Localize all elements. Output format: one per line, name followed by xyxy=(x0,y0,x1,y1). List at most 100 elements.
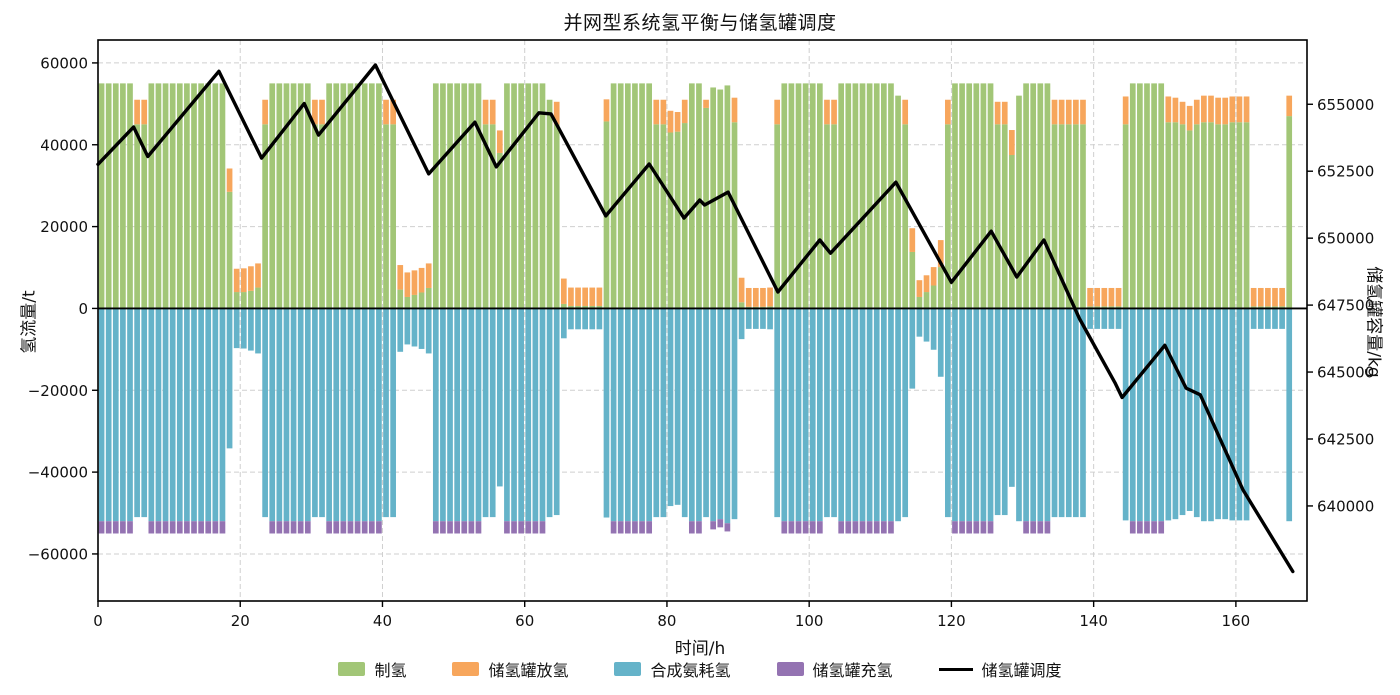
bar-ammonia-consumption xyxy=(610,308,617,522)
bar-production xyxy=(532,83,539,309)
bar-ammonia-consumption xyxy=(191,308,197,522)
bar-production xyxy=(191,83,197,309)
bar-production xyxy=(283,83,290,309)
bar-ammonia-consumption xyxy=(1051,308,1058,518)
bar-production xyxy=(1257,306,1264,309)
bar-tank-discharge xyxy=(1208,95,1214,123)
bar-tank-discharge xyxy=(1122,96,1129,125)
bar-production xyxy=(1094,306,1101,309)
bar-tank-discharge xyxy=(248,266,254,291)
bar-tank-discharge xyxy=(1009,130,1015,155)
bar-production xyxy=(148,83,155,309)
bar-ammonia-consumption xyxy=(454,308,460,522)
bar-tank-charge xyxy=(504,521,510,534)
bar-production xyxy=(909,251,916,309)
bar-production xyxy=(1115,306,1122,309)
bar-ammonia-consumption xyxy=(895,308,901,522)
bar-production xyxy=(461,83,468,309)
bar-production xyxy=(1201,122,1207,309)
plot-border xyxy=(97,39,1308,602)
bar-tank-discharge xyxy=(909,228,916,252)
bar-production xyxy=(198,83,204,309)
bar-ammonia-consumption xyxy=(1151,308,1157,522)
bar-tank-discharge xyxy=(1215,97,1221,125)
bar-ammonia-consumption xyxy=(1065,308,1072,518)
bar-ammonia-consumption xyxy=(1250,308,1257,329)
bar-production xyxy=(774,124,781,309)
bar-production xyxy=(1073,124,1079,309)
bar-ammonia-consumption xyxy=(795,308,802,522)
bar-production xyxy=(546,99,553,309)
bar-tank-discharge xyxy=(667,110,674,133)
bar-production xyxy=(987,83,994,309)
bar-tank-discharge xyxy=(945,99,951,125)
bar-tank-charge xyxy=(617,521,624,534)
bar-tank-charge xyxy=(518,521,524,534)
bar-production xyxy=(141,124,148,309)
bar-tank-charge xyxy=(724,523,731,532)
bar-tank-charge xyxy=(624,521,631,534)
bar-ammonia-consumption xyxy=(212,308,219,522)
bar-ammonia-consumption xyxy=(731,308,738,520)
bar-tank-charge xyxy=(127,521,133,534)
bar-production xyxy=(688,83,695,309)
bar-tank-discharge xyxy=(1172,97,1179,123)
bar-tank-discharge xyxy=(752,287,759,307)
bar-production xyxy=(1193,124,1200,309)
bar-tank-discharge xyxy=(1236,96,1243,123)
legend-item-label: 储氢罐充氢 xyxy=(812,661,893,680)
bar-production xyxy=(1179,124,1186,309)
y-right-tick-label: 652500 xyxy=(1317,163,1374,181)
bar-production xyxy=(1044,83,1051,309)
bar-production xyxy=(859,83,866,309)
bar-ammonia-consumption xyxy=(1186,308,1193,511)
bar-tank-discharge xyxy=(774,99,781,125)
bar-production xyxy=(1023,83,1029,309)
bar-production xyxy=(454,83,460,309)
bar-ammonia-consumption xyxy=(269,308,276,522)
bar-ammonia-consumption xyxy=(233,308,240,349)
bar-production xyxy=(916,296,923,309)
bar-ammonia-consumption xyxy=(816,308,823,522)
bar-tank-charge xyxy=(952,521,958,534)
bar-ammonia-consumption xyxy=(802,308,809,522)
bar-ammonia-consumption xyxy=(141,308,148,518)
bar-production xyxy=(404,296,411,309)
x-tick-label: 160 xyxy=(1222,612,1251,630)
bar-ammonia-consumption xyxy=(482,308,489,518)
bar-ammonia-consumption xyxy=(681,308,688,518)
legend-item: 储氢罐调度 xyxy=(938,657,1062,681)
bar-tank-charge xyxy=(461,521,468,534)
bar-tank-charge xyxy=(795,521,802,534)
bar-ammonia-consumption xyxy=(1016,308,1022,522)
bar-production xyxy=(276,83,283,309)
bar-production xyxy=(319,124,325,309)
bar-tank-discharge xyxy=(930,267,937,286)
bar-tank-discharge xyxy=(731,97,738,123)
tank-schedule-line xyxy=(96,63,1295,574)
bar-tank-charge xyxy=(852,521,859,534)
bar-tank-charge xyxy=(1144,521,1150,534)
bar-tank-charge xyxy=(219,521,226,534)
bar-ammonia-consumption xyxy=(881,308,887,522)
bar-production xyxy=(205,83,212,309)
bar-tank-discharge xyxy=(425,263,432,288)
bar-production xyxy=(1186,130,1193,309)
bar-production xyxy=(376,83,382,309)
bar-ammonia-consumption xyxy=(98,308,105,522)
bar-ammonia-consumption xyxy=(923,308,930,342)
bar-ammonia-consumption xyxy=(1257,308,1264,329)
y-axis-label-left: 氢流量/t xyxy=(19,290,40,354)
bar-ammonia-consumption xyxy=(724,308,731,524)
bar-production xyxy=(176,83,183,309)
bar-tank-discharge xyxy=(383,99,389,125)
bar-ammonia-consumption xyxy=(888,308,894,522)
bar-ammonia-consumption xyxy=(496,308,503,487)
bar-production xyxy=(852,83,859,309)
bar-ammonia-consumption xyxy=(1009,308,1015,487)
bar-production xyxy=(866,83,873,309)
bar-production xyxy=(802,83,809,309)
bar-production xyxy=(1215,124,1221,309)
bar-ammonia-consumption xyxy=(219,308,226,522)
bar-tank-charge xyxy=(639,521,645,534)
